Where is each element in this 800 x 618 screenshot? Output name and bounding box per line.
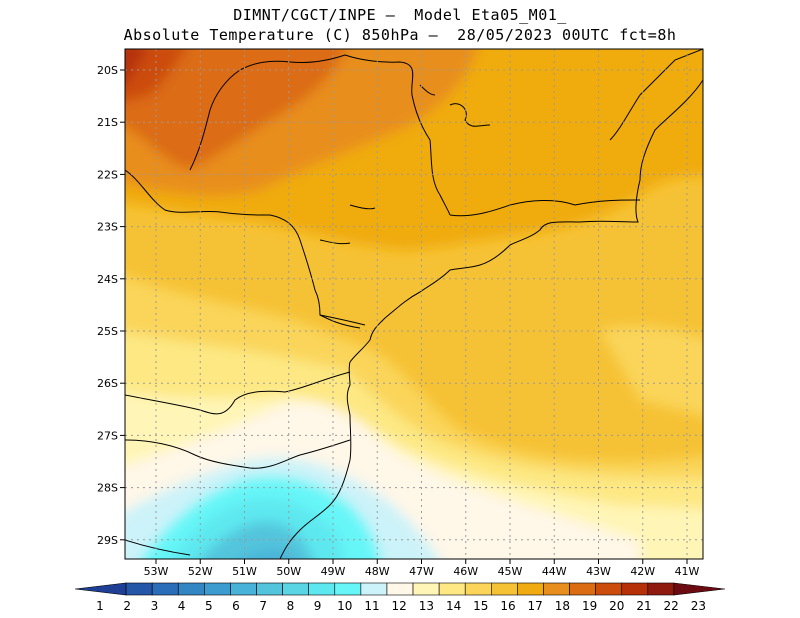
colorbar-swatch-14 <box>438 582 466 596</box>
country-border-west <box>125 539 191 556</box>
lon-label-53W: 53W <box>144 565 169 578</box>
colorbar-swatch-7 <box>256 582 283 596</box>
colorbar-label-19: 19 <box>582 599 597 613</box>
colorbar-swatch-20 <box>595 582 623 596</box>
band-19 <box>125 49 347 170</box>
colorbar-label-6: 6 <box>232 599 240 613</box>
coastline <box>279 79 703 559</box>
lat-label-20S: 20S <box>97 64 118 77</box>
colorbar-swatch-10 <box>334 582 362 596</box>
colorbar-swatch-19 <box>569 582 596 596</box>
lon-label-45W: 45W <box>498 565 523 578</box>
colorbar-swatch-13 <box>412 582 440 596</box>
state-border-rj <box>449 199 641 217</box>
colorbar-swatch-12 <box>386 582 414 596</box>
colorbar-swatch-2 <box>125 582 153 596</box>
map-frame <box>124 48 704 560</box>
colorbar-swatch-18 <box>543 582 570 596</box>
colorbar-label-18: 18 <box>555 599 570 613</box>
lon-label-50W: 50W <box>276 565 301 578</box>
colorbar-label-8: 8 <box>287 599 295 613</box>
colorbar-label-16: 16 <box>500 599 515 613</box>
colorbar-swatch-1 <box>74 582 127 596</box>
colorbar-swatch-9 <box>308 582 336 596</box>
colorbar-swatch-4 <box>177 582 205 596</box>
lon-label-44W: 44W <box>542 565 567 578</box>
longitude-labels: 53W 52W 51W 50W 49W 48W 47W 46W 45W 44W 43W 42W 41W <box>144 559 700 578</box>
colorbar-label-17: 17 <box>528 599 543 613</box>
state-border-sp-pr <box>319 314 361 329</box>
lon-label-41W: 41W <box>675 565 700 578</box>
colorbar-label-14: 14 <box>446 599 461 613</box>
colorbar-swatch-3 <box>151 582 179 596</box>
colorbar-label-20: 20 <box>609 599 624 613</box>
colorbar-swatch-6 <box>230 582 257 596</box>
lat-label-27S: 27S <box>97 429 118 442</box>
colorbar-label-3: 3 <box>151 599 159 613</box>
colorbar: 1 2 3 4 5 6 7 8 9 10 11 12 13 14 15 16 17 18 19 20 21 22 23 <box>74 582 726 613</box>
lake-north-1 <box>449 103 491 127</box>
colorbar-label-22: 22 <box>664 599 679 613</box>
colorbar-swatch-16 <box>491 582 518 596</box>
colorbar-label-2: 2 <box>123 599 131 613</box>
colorbar-label-1: 1 <box>96 599 104 613</box>
band-7 <box>243 550 296 559</box>
colorbar-swatch-17 <box>517 582 544 596</box>
lat-label-26S: 26S <box>97 377 118 390</box>
lon-label-52W: 52W <box>188 565 213 578</box>
state-border-mg-es <box>609 49 703 141</box>
colorbar-swatch-8 <box>282 582 309 596</box>
lat-label-29S: 29S <box>97 534 118 547</box>
colorbar-label-12: 12 <box>392 599 407 613</box>
colorbar-swatch-5 <box>204 582 231 596</box>
reservoir-2 <box>319 239 351 245</box>
colorbar-label-21: 21 <box>636 599 651 613</box>
colorbar-label-9: 9 <box>314 599 322 613</box>
colorbar-label-15: 15 <box>473 599 488 613</box>
band-15-east <box>600 326 703 416</box>
temperature-field <box>125 49 703 559</box>
latitude-labels: 20S 21S 22S 23S 24S 25S 26S 27S 28S 29S <box>97 64 125 547</box>
lon-label-49W: 49W <box>321 565 346 578</box>
lon-label-42W: 42W <box>630 565 655 578</box>
lon-label-47W: 47W <box>409 565 434 578</box>
colorbar-label-5: 5 <box>205 599 213 613</box>
title-line-1: DIMNT/CGCT/INPE – Model Eta05_M01_ <box>233 6 567 24</box>
colorbar-label-7: 7 <box>259 599 267 613</box>
lon-label-48W: 48W <box>365 565 390 578</box>
state-border-pr-sc <box>125 371 351 415</box>
colorbar-swatch-11 <box>360 582 388 596</box>
lon-label-51W: 51W <box>232 565 257 578</box>
lat-label-21S: 21S <box>97 116 118 129</box>
lon-label-43W: 43W <box>586 565 611 578</box>
lat-label-28S: 28S <box>97 482 118 495</box>
colorbar-swatch-21 <box>621 582 649 596</box>
state-border-mg-north <box>189 54 451 216</box>
reservoir-1 <box>349 204 376 210</box>
band-20 <box>125 49 186 102</box>
lon-label-46W: 46W <box>453 565 478 578</box>
colorbar-label-10: 10 <box>337 599 352 613</box>
colorbar-label-11: 11 <box>364 599 379 613</box>
state-border-sc-rs <box>125 439 351 469</box>
lat-label-23S: 23S <box>97 221 118 234</box>
colorbar-label-13: 13 <box>419 599 434 613</box>
title-line-2: Absolute Temperature (C) 850hPa – 28/05/… <box>123 26 677 44</box>
lat-label-25S: 25S <box>97 325 118 338</box>
colorbar-label-4: 4 <box>178 599 186 613</box>
lat-label-24S: 24S <box>97 273 118 286</box>
lat-label-22S: 22S <box>97 168 118 181</box>
colorbar-swatch-23 <box>673 582 726 596</box>
colorbar-label-23: 23 <box>691 599 706 613</box>
colorbar-swatch-15 <box>464 582 492 596</box>
colorbar-swatch-22 <box>647 582 675 596</box>
band-21 <box>125 49 147 85</box>
grid-lines <box>125 49 703 559</box>
